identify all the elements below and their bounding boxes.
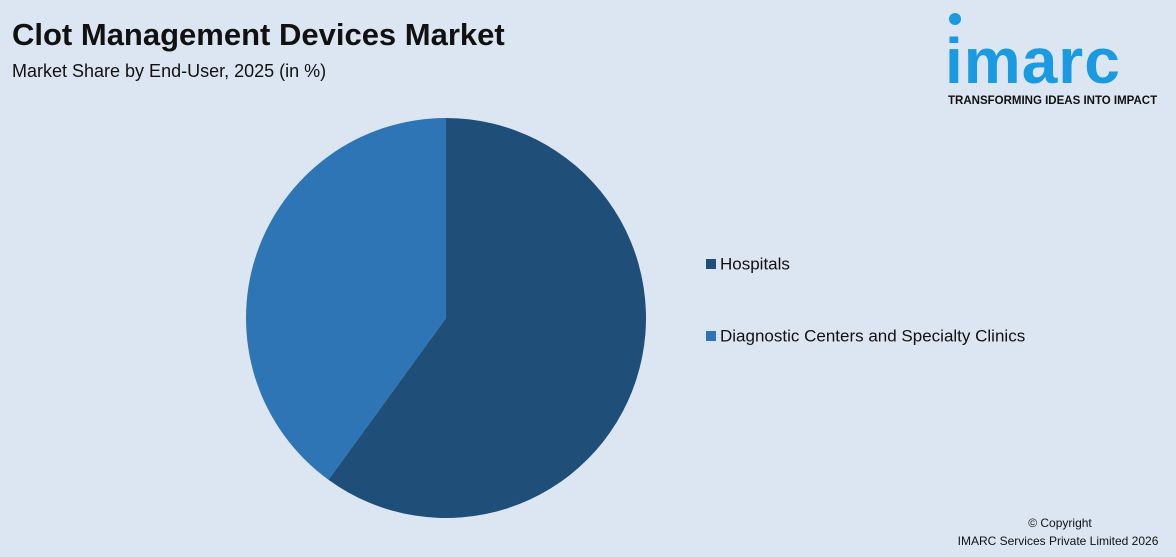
- chart-title: Clot Management Devices Market: [12, 17, 505, 52]
- pie-slice: [328, 118, 646, 519]
- legend-label: Diagnostic Centers and Specialty Clinics: [720, 326, 1025, 345]
- logo-tagline: TRANSFORMING IDEAS INTO IMPACT: [948, 95, 1157, 107]
- pie-slice: [246, 117, 446, 480]
- chart-subtitle: Market Share by End-User, 2025 (in %): [12, 61, 326, 81]
- legend-swatch: [706, 331, 716, 341]
- legend-label: Hospitals: [720, 254, 790, 273]
- logo-dot: [949, 13, 961, 25]
- copyright-owner: IMARC Services Private Limited 2026: [958, 534, 1159, 548]
- legend-swatch: [706, 259, 716, 269]
- logo-name: imarc: [945, 25, 1121, 97]
- copyright: © Copyright: [1028, 516, 1092, 530]
